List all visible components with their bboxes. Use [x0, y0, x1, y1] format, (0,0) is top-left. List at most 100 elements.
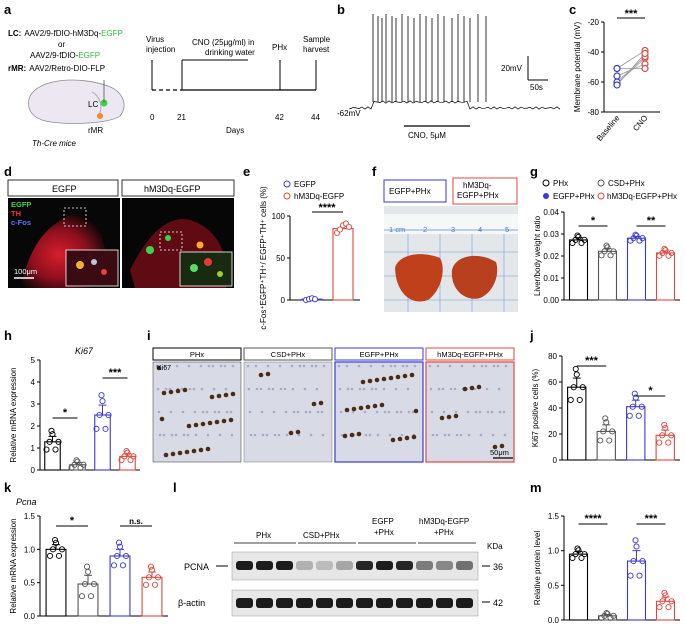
ihc-nucleus: [388, 433, 392, 437]
c-x-label-cno: CNO: [631, 114, 649, 133]
m-bar: [626, 560, 647, 621]
k-data-point: [78, 593, 86, 600]
ihc-nucleus: [480, 364, 484, 368]
m-data-point: [665, 604, 672, 611]
ki67-positive-nucleus: [161, 390, 167, 396]
panel-label-g: g: [530, 164, 538, 179]
ihc-nucleus: [186, 433, 190, 437]
g-legend-csd-marker: [597, 179, 605, 187]
d-channel-cfos: c-Fos: [11, 218, 31, 227]
d-channel-th: TH: [11, 209, 21, 218]
tick-21: 21: [177, 113, 186, 122]
h-data-point: [99, 398, 106, 405]
g-bar: [597, 250, 618, 301]
ki67-positive-nucleus: [342, 433, 348, 439]
ihc-nucleus: [454, 410, 458, 414]
actin-band: [276, 598, 293, 608]
ki67-positive-nucleus: [492, 444, 498, 450]
ihc-nucleus: [164, 387, 168, 391]
ihc-nucleus: [261, 433, 265, 437]
f-label1-box: [383, 179, 447, 203]
ihc-nucleus: [309, 433, 313, 437]
ihc-nucleus: [255, 387, 259, 391]
ihc-nucleus: [337, 364, 341, 368]
l-group-hm3dq: hM3Dq-EGFP +PHx: [419, 517, 469, 537]
ihc-nucleus: [383, 410, 387, 414]
e-y-tick-label: 0: [281, 296, 286, 305]
ihc-nucleus: [484, 364, 488, 368]
ihc-nucleus: [170, 433, 174, 437]
g-data-point: [668, 249, 675, 256]
ki67-positive-nucleus: [388, 375, 394, 381]
j-y-tick-label: 20: [548, 430, 557, 439]
ihc-nucleus: [192, 387, 196, 391]
j-data-point: [662, 424, 669, 432]
ihc-nucleus: [498, 410, 502, 414]
k-data-point: [113, 552, 121, 560]
h-bar: [44, 441, 61, 471]
g-data-point: [610, 248, 617, 255]
m-y-tick-label: 1.5: [548, 512, 560, 521]
l-size-42: 42: [493, 598, 503, 608]
f-label2-box: [452, 177, 518, 205]
d-image-egfp: [8, 198, 120, 288]
ki67-positive-nucleus: [193, 422, 199, 428]
c-y-tick-label: -60: [587, 78, 599, 87]
ihc-label: EGFP+PHx: [360, 350, 399, 359]
ihc-nucleus: [374, 387, 378, 391]
e-legend-hm3dq: hM3Dq-EGFP: [294, 192, 344, 201]
ihc-nucleus: [406, 387, 410, 391]
m-data-point: [656, 604, 663, 611]
ki67-positive-nucleus: [374, 377, 380, 383]
ihc-nucleus: [428, 364, 432, 368]
panel-label-j: j: [529, 328, 534, 343]
g-legend-phx-marker: [542, 179, 550, 187]
pcna-band: [296, 561, 313, 570]
ihc-nucleus: [304, 410, 308, 414]
ihc-nucleus: [229, 410, 233, 414]
ihc-nucleus: [387, 410, 391, 414]
m-y-tick-label: 0.0: [548, 616, 560, 625]
d-channel-egfp: EGFP: [11, 200, 31, 209]
m-data-point: [598, 614, 605, 621]
g-data-point: [574, 232, 581, 239]
k-bar: [45, 548, 67, 617]
g-data-point: [575, 233, 582, 240]
brain-lc-label: LC: [88, 100, 98, 109]
k-sig-label: *: [70, 515, 75, 527]
ihc-nucleus: [338, 387, 342, 391]
ihc-nucleus: [474, 410, 478, 414]
ki67-positive-nucleus: [397, 436, 403, 442]
pcna-band: [416, 561, 433, 570]
ihc-nucleus: [212, 387, 216, 391]
ki67-positive-nucleus: [182, 387, 188, 393]
m-data-point: [632, 537, 639, 544]
ihc-nucleus: [213, 410, 217, 414]
ihc-nucleus: [162, 433, 166, 437]
j-data-point: [600, 428, 607, 435]
h-gene-label: Ki67: [75, 346, 94, 356]
ihc-nucleus: [217, 410, 221, 414]
k-gene-label: Pcna: [16, 497, 37, 507]
k-data-point: [51, 536, 59, 544]
ki67-positive-nucleus: [372, 403, 378, 409]
ihc-nucleus: [230, 433, 234, 437]
ihc-nucleus: [491, 433, 495, 437]
ihc-nucleus: [395, 410, 399, 414]
m-data-point: [581, 551, 588, 558]
ihc-nucleus: [340, 433, 344, 437]
l-row-pcna: PCNA: [184, 562, 209, 572]
f-ruler-3: 3: [451, 225, 455, 234]
actin-band: [356, 598, 373, 608]
j-data-point: [656, 439, 663, 446]
ihc-nucleus: [199, 364, 203, 368]
e-sig-label: ****: [318, 202, 336, 214]
ihc-nucleus: [442, 410, 446, 414]
ihc-nucleus: [369, 364, 373, 368]
k-data-point: [83, 563, 91, 570]
pcna-band: [396, 561, 413, 570]
ihc-nucleus: [284, 410, 288, 414]
chart-c: -20 -40 -60 -80 Membrane potential (mV) *** Ba…: [573, 8, 660, 143]
ihc-nucleus: [315, 387, 319, 391]
l-size-36: 36: [493, 562, 503, 572]
